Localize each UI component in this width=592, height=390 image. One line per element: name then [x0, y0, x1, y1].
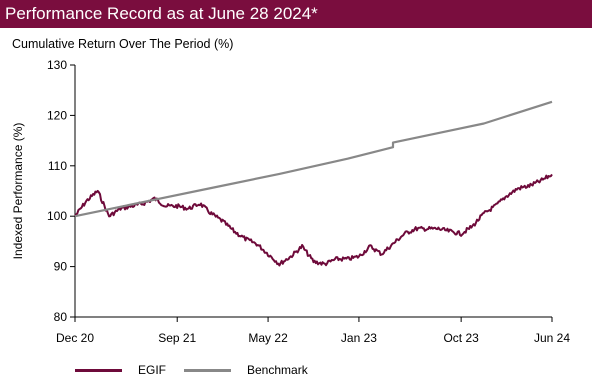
y-tick-label: 120 — [47, 108, 67, 122]
legend-item-egif: EGIF — [75, 363, 166, 377]
x-tick-label: Oct 23 — [443, 331, 479, 345]
y-tick-label: 100 — [47, 209, 67, 223]
series-line-egif — [74, 173, 553, 267]
legend-label: Benchmark — [247, 363, 308, 377]
x-tick-label: Jan 23 — [341, 331, 377, 345]
y-tick-label: 110 — [48, 159, 67, 173]
y-tick-label: 130 — [47, 58, 67, 72]
header-banner: Performance Record as at June 28 2024* — [0, 0, 592, 28]
x-tick-label: Dec 20 — [56, 331, 94, 345]
y-tick-label: 80 — [54, 310, 68, 324]
legend-label: EGIF — [138, 363, 167, 377]
legend-item-benchmark: Benchmark — [184, 363, 308, 377]
x-tick-label: Jun 24 — [534, 331, 570, 345]
y-tick-label: 90 — [54, 260, 68, 274]
x-tick-label: May 22 — [248, 331, 288, 345]
y-axis-title: Indexed Performance (%) — [11, 123, 25, 260]
legend-swatch — [184, 368, 231, 372]
series-line-benchmark — [74, 100, 553, 218]
x-tick-label: Sep 21 — [158, 331, 196, 345]
legend-swatch — [75, 368, 122, 372]
page-title: Performance Record as at June 28 2024* — [5, 4, 318, 23]
chart-title: Cumulative Return Over The Period (%) — [12, 37, 234, 51]
